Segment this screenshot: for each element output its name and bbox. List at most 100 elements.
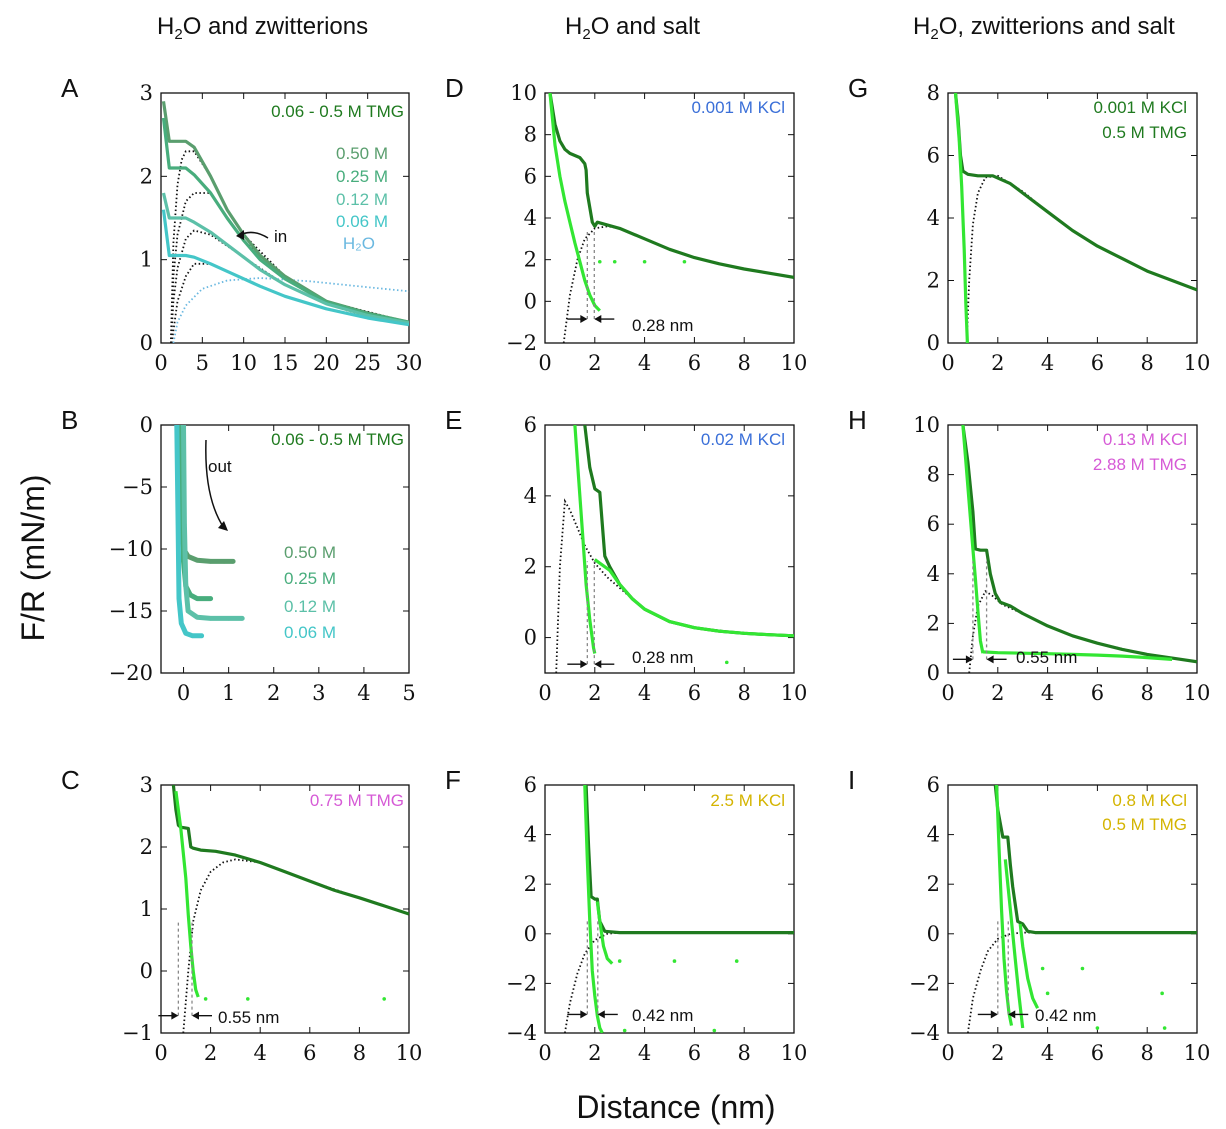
panel-c-ytick-label: 0 [140,959,153,983]
panel-e-ytick-label: 4 [524,484,537,508]
panel-b-out-arrowhead [218,521,228,531]
panel-c-fit-line [182,858,409,1033]
panel-a-annotation: 0.06 - 0.5 M TMG [271,102,404,121]
panel-a-annotation: in [274,227,287,246]
panel-a-plot-area [161,101,409,343]
panel-d-ytick-label: 8 [524,123,537,147]
panel-i-series [993,785,1197,935]
panel-d-series [548,93,794,279]
panel-i-letter: I [848,765,855,795]
panel-f-series [595,901,614,965]
panel-h: H 0 2 4 6 8 10 0 2 4 6 8 10 0.13 M KCl 2.88 M TMG 0.55 … [848,405,1210,705]
panel-c-letter: C [61,765,80,795]
panel-i-ytick-label: −4 [909,1021,940,1045]
panel-f-stray-point [712,1028,717,1033]
panel-e-annotation: 0.28 nm [632,648,693,667]
panel-f: F 0 2 4 6 8 10 −4 −2 0 2 4 6 2.5 M KCl 0.42 nm [445,765,807,1065]
panel-e-letter: E [445,405,462,435]
panel-h-xtick-label: 10 [1184,681,1211,705]
panel-b-xtick-label: 4 [357,681,370,705]
panel-b-annotation: out [208,457,232,476]
panel-b-data-point [208,616,213,621]
panel-a-xtick-label: 20 [313,351,340,375]
panel-f-ytick-label: 4 [524,823,537,847]
panel-a-letter: A [61,73,79,103]
panel-h-plot-area [961,425,1197,673]
panel-i-ytick-label: 0 [927,922,940,946]
panel-b-data-point [226,616,231,621]
panel-f-xtick-label: 0 [538,1041,551,1065]
panel-b-data-point [185,608,191,614]
panel-d-letter: D [445,73,464,103]
panel-g-annotation: 0.5 M TMG [1102,123,1187,142]
panel-i-xtick-label: 10 [1184,1041,1211,1065]
panel-d-xtick-label: 0 [538,351,551,375]
panel-a-annotation: 0.12 M [336,190,388,209]
panel-h-letter: H [848,405,867,435]
panel-a-in-arrowhead [236,230,244,240]
panel-a-annotation: 0.50 M [336,144,388,163]
panel-d-xtick-label: 8 [738,351,751,375]
panel-i-xtick-label: 4 [1041,1041,1054,1065]
panel-d-ytick-label: 10 [510,81,537,105]
panel-e-xtick-label: 8 [738,681,751,705]
panel-b-data-point [199,633,204,638]
panel-a-xtick-label: 0 [154,351,167,375]
panel-c-annotation: 0.55 nm [218,1008,279,1027]
panel-c-ytick-label: −1 [122,1021,153,1045]
panel-i-series [995,785,1014,1026]
panel-f-ytick-label: 2 [524,872,537,896]
panel-e-ytick-label: 0 [524,626,537,650]
panel-i-xtick-label: 8 [1141,1041,1154,1065]
panel-h-ytick-label: 4 [927,562,940,586]
panel-f-plot-area [564,785,794,1033]
panel-f-stray-point [622,1028,627,1033]
panel-d-measure-arrowhead-left [580,315,588,324]
panel-d-series [548,93,601,312]
panel-i-xtick-label: 2 [991,1041,1004,1065]
panel-b-xtick-label: 3 [312,681,325,705]
panel-d-stray-point [612,259,617,264]
panel-c-xtick-label: 0 [154,1041,167,1065]
panel-i-frame [947,784,1198,1034]
column-title-1: H2O and zwitterions [157,13,368,43]
panel-g-ytick-label: 2 [927,269,940,293]
panel-a-annotation: H₂O [343,234,375,253]
panel-i-xtick-label: 0 [941,1041,954,1065]
panel-b-ytick-label: −20 [109,661,153,685]
panel-f-stray-point [617,959,622,963]
panel-f-measure-arrowhead-left [580,1010,588,1019]
panel-b-data-point [182,522,187,527]
panel-g-ytick-label: 8 [927,81,940,105]
panel-i-xtick-label: 6 [1091,1041,1104,1065]
panel-d-measure-arrowhead-right [594,315,602,324]
panel-d-frame [544,92,795,344]
panel-f-xtick-label: 6 [688,1041,701,1065]
panel-i-plot-area [967,785,1197,1033]
panel-f-ytick-label: 0 [524,922,537,946]
panel-b-plot-area [174,425,245,639]
panel-d-stray-point [682,259,687,264]
panel-f-series [583,785,604,1033]
panel-i: I 0 2 4 6 8 10 −4 −2 0 2 4 6 0.8 M KCl 0.5 M TMG 0.42 n… [848,765,1210,1065]
panel-e-series [583,425,794,638]
panel-d-xtick-label: 4 [638,351,651,375]
panel-a-ytick-label: 1 [140,248,153,272]
panel-b-series [181,425,245,621]
panel-e-measure-arrowhead-right [594,660,602,669]
panel-f-stray-point [672,959,677,963]
panel-i-series [1003,859,1025,1029]
panel-c-series [174,790,200,998]
panel-h-xtick-label: 2 [991,681,1004,705]
panel-e-xtick-label: 6 [688,681,701,705]
panel-a-annotation: 0.06 M [336,212,388,231]
panel-b-annotation: 0.25 M [284,569,336,588]
panel-a-series [161,192,409,325]
panel-h-ytick-label: 8 [927,463,940,487]
panel-b-ytick-label: −15 [109,599,153,623]
panel-g-xtick-label: 8 [1141,351,1154,375]
panel-f-xtick-label: 2 [588,1041,601,1065]
panel-f-ytick-label: 6 [524,773,537,797]
panel-d-stray-point [642,259,647,264]
